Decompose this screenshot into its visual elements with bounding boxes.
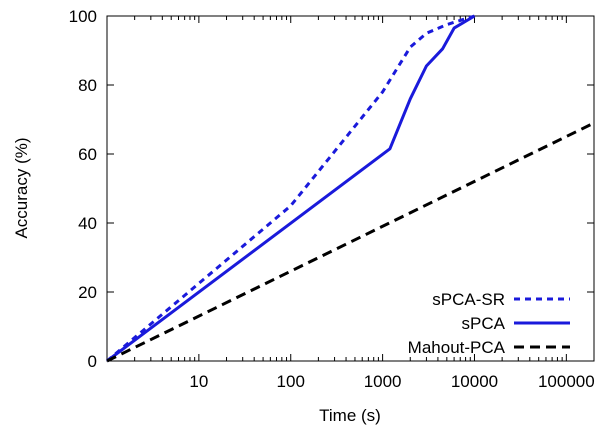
plot-frame bbox=[106, 15, 595, 362]
legend: sPCA-SR sPCA Mahout-PCA bbox=[408, 290, 570, 357]
series-line-spca-sr bbox=[106, 14, 475, 363]
y-axis-label: Accuracy (%) bbox=[12, 137, 31, 238]
series-lines bbox=[106, 14, 595, 363]
legend-label: Mahout-PCA bbox=[408, 338, 506, 357]
legend-label: sPCA bbox=[462, 314, 506, 333]
legend-label: sPCA-SR bbox=[432, 290, 505, 309]
x-tick-label: 10 bbox=[189, 372, 208, 391]
series-line-spca bbox=[106, 14, 476, 363]
y-tick-label: 40 bbox=[78, 214, 97, 233]
x-axis-label: Time (s) bbox=[319, 406, 381, 425]
x-tick-label: 100 bbox=[277, 372, 305, 391]
x-tick-label: 100000 bbox=[538, 372, 595, 391]
y-tick-label: 80 bbox=[78, 76, 97, 95]
y-tick-label: 0 bbox=[88, 352, 97, 371]
x-tick-label: 10000 bbox=[451, 372, 498, 391]
series-line-mahout-pca bbox=[106, 121, 595, 363]
y-tick-label: 20 bbox=[78, 283, 97, 302]
y-tick-label: 60 bbox=[78, 145, 97, 164]
x-tick-label: 1000 bbox=[364, 372, 402, 391]
axis-ticks: 0 20 40 60 80 100 10 100 1000 10000 100000 bbox=[69, 7, 595, 391]
y-tick-label: 100 bbox=[69, 7, 97, 26]
